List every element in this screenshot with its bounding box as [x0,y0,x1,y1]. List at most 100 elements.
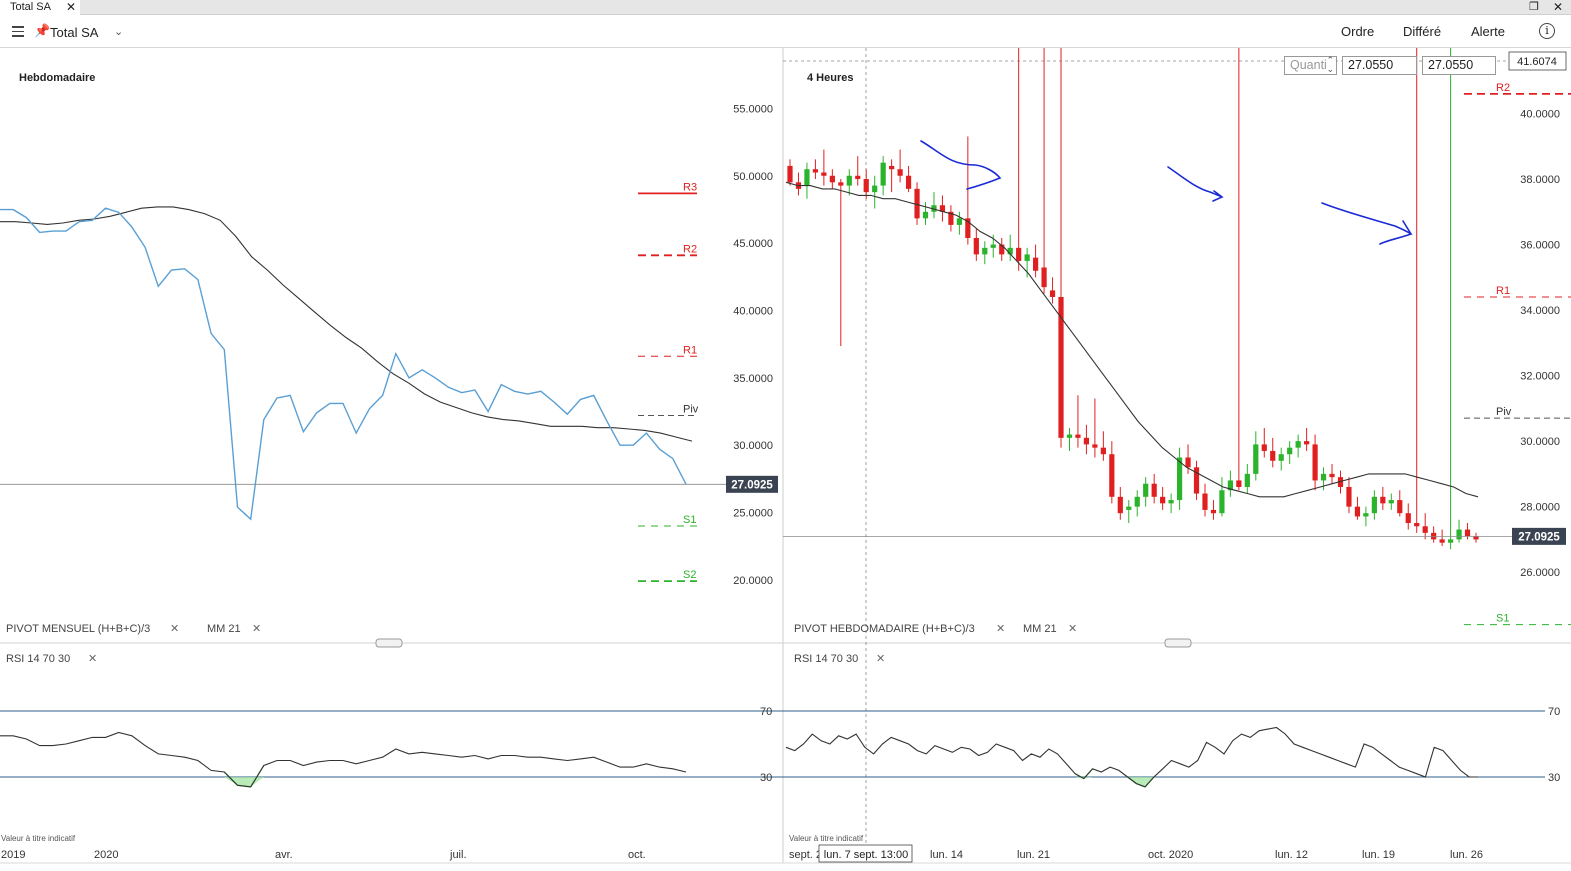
annotation-arrow-2 [1167,166,1224,202]
left-rsi-remove-icon[interactable]: ✕ [88,653,97,665]
chart-area[interactable]: Hebdomadaire 55.0000 50.0000 45.0000 40.000… [0,48,1571,871]
order-button[interactable]: Ordre [1341,24,1375,39]
candle-body [1380,496,1386,504]
left-rsi-70-label: 70 [760,706,772,718]
candle-body [905,175,912,189]
annotation-arrow-3 [1321,202,1413,245]
right-rsi-oversold-fill [1074,768,1155,788]
right-pivot-label-piv: Piv [1496,406,1512,418]
candle-body [1414,523,1420,527]
candle-body [1134,496,1140,507]
pane-resize-handle-right[interactable] [1164,638,1192,648]
sell-price-box[interactable]: 27.0550 [1342,56,1417,75]
right-y-tick-label: 28.0000 [1520,502,1560,514]
alert-button[interactable]: Alerte [1471,24,1505,39]
right-rsi-70-label: 70 [1548,706,1560,718]
left-x-tick-label: avr. [275,849,293,861]
left-pivot-label-s2: S2 [683,569,696,581]
hamburger-menu-icon[interactable] [12,26,24,37]
info-icon[interactable]: i [1539,23,1555,39]
candle-body [1092,444,1098,448]
left-disclaimer: Valeur à titre indicatif [1,834,76,843]
tab-total-sa[interactable]: Total SA ✕ [0,0,80,15]
left-pivot-label-r2: R2 [683,243,697,255]
rsi-oversold-area [1083,777,1093,779]
candle-body [1354,506,1361,517]
left-current-price-badge [726,475,778,493]
right-current-price-badge [1512,527,1566,545]
right-time-axis: sept. 2 lun. 14 lun. 21 oct. 2020 lun. 12 lun… [789,849,1483,861]
right-y-tick-label: 30.0000 [1520,436,1560,448]
left-ma-remove-icon[interactable]: ✕ [252,623,261,635]
candle-body [1066,434,1073,438]
candle-body [1473,536,1479,540]
close-icon[interactable]: ✕ [66,0,77,14]
candle-body [1227,480,1233,491]
right-y-tick-label: 40.0000 [1520,109,1560,121]
candle-body [1388,500,1394,504]
candle-body [804,169,810,186]
right-rsi-line [785,726,1478,788]
right-rsi-remove-icon[interactable]: ✕ [876,653,885,665]
crosshair-time-text: lun. 7 sept. 13:00 [824,849,908,861]
tab-bar: Total SA ✕ ❐ ✕ [0,0,1571,15]
candle-body [1346,486,1352,507]
rsi-oversold-area [250,777,264,787]
candle-body [1219,490,1225,514]
candle-body [1007,247,1013,255]
right-x-tick-label: lun. 14 [930,849,963,861]
candle-body [1287,447,1293,455]
candle-body [846,175,852,186]
rsi-oversold-area [224,777,238,786]
candle-body [1058,296,1064,438]
candle-body [1295,441,1301,448]
right-ma-remove-icon[interactable]: ✕ [1068,623,1077,635]
right-y-tick-label: 32.0000 [1520,371,1560,383]
left-price-axis: 55.0000 50.0000 45.0000 40.0000 35.0000 30.00… [733,104,773,587]
right-pivot-label-r1: R1 [1496,285,1510,297]
candle-body [1016,247,1022,261]
pane-resize-handle-left[interactable] [375,638,403,648]
stepper-icon[interactable]: ⌃ ⌄ [1326,55,1334,74]
pin-icon[interactable]: 📌 [34,23,51,38]
chevron-down-icon[interactable]: ⌄ [114,26,124,38]
candle-body [956,218,962,225]
maximize-icon[interactable]: ❐ [1529,1,1539,13]
candle-body [880,162,886,186]
toolbar: 📌 Total SA ⌄ Ordre Différé Alerte i [0,15,1571,48]
candle-body [948,211,954,225]
left-current-price-text: 27.0925 [731,479,773,491]
candle-body [1160,496,1166,504]
deferred-order-button[interactable]: Différé [1403,24,1442,39]
close-window-icon[interactable]: ✕ [1552,0,1563,14]
candle-body [1320,473,1327,481]
candle-body [829,175,835,183]
candle-body [855,175,861,180]
right-x-tick-label: lun. 12 [1275,849,1308,861]
right-moving-average-line [785,181,1479,498]
right-pivot-remove-icon[interactable]: ✕ [996,623,1005,635]
right-pivot-label-r2: R2 [1496,82,1510,94]
left-pivot-lines: R3 R2 R1 Piv S1 S2 [638,181,699,583]
instrument-name[interactable]: Total SA [50,25,99,40]
candle-body [1210,509,1217,514]
crosshair-price-badge [1508,51,1567,71]
candle-body [1422,526,1428,533]
candle-body [1371,496,1377,514]
left-pivot-label-r1: R1 [683,344,697,356]
candle-body [1126,506,1132,510]
right-rsi-legend: RSI 14 70 30 [794,653,858,665]
quantity-input[interactable]: Quanti ⌃ ⌄ [1284,56,1337,75]
candle-body [1151,483,1157,497]
rsi-oversold-area [237,777,251,787]
candle-body [1083,437,1090,445]
candle-body [1117,496,1123,514]
candle-body [1456,529,1462,540]
candle-body [1193,467,1200,494]
buy-price-box[interactable]: 27.0550 [1422,56,1496,75]
candle-body [787,165,793,183]
left-time-axis: 2019 2020 avr. juil. oct. [1,849,646,861]
left-y-tick-label: 55.0000 [733,104,773,116]
right-price-axis: 40.0000 38.0000 36.0000 34.0000 32.0000 30.00… [1520,109,1560,580]
left-pivot-remove-icon[interactable]: ✕ [170,623,179,635]
